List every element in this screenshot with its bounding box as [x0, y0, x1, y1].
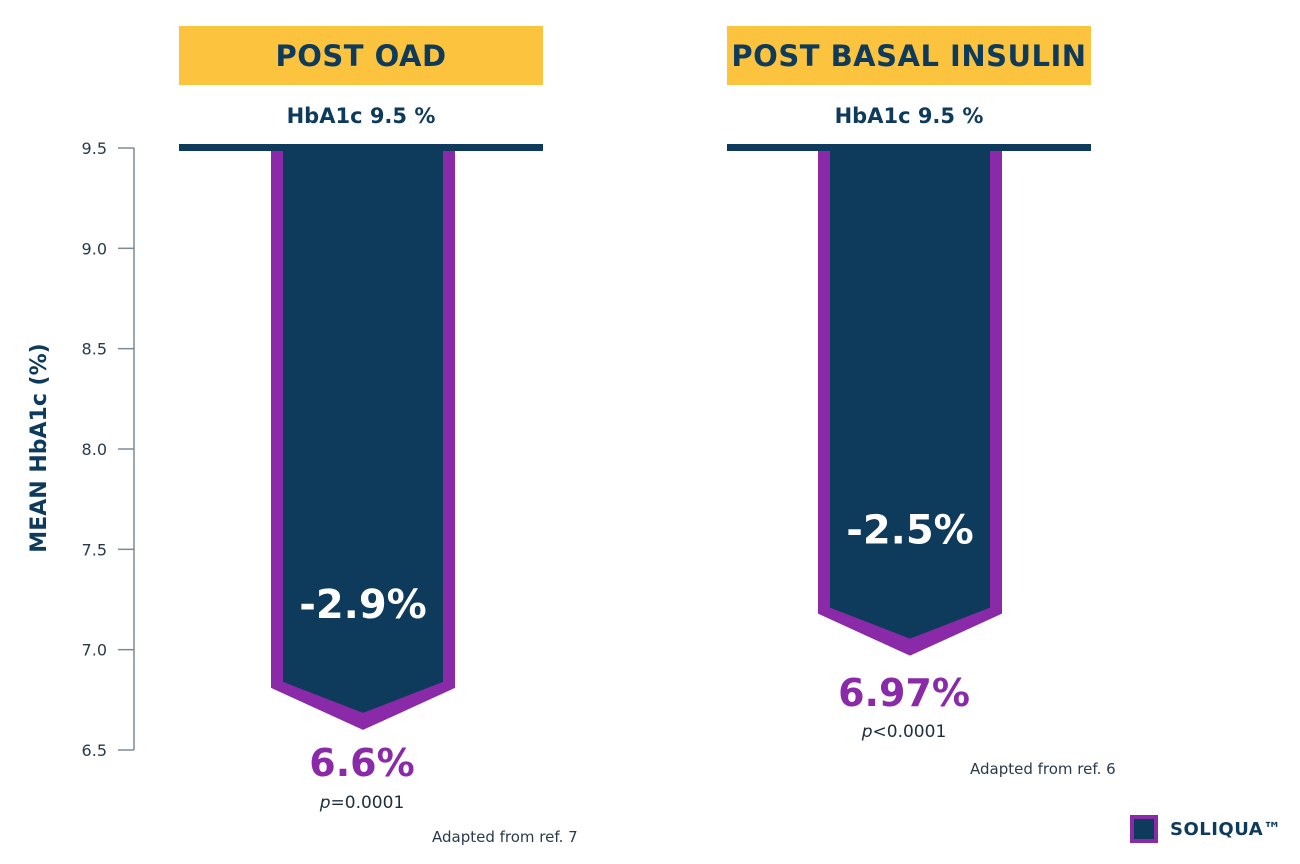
p-symbol: p [861, 722, 873, 742]
p-symbol: p [319, 793, 331, 813]
category-header-post-oad: POST OAD [179, 26, 543, 85]
y-tick-label: 7.5 [82, 540, 107, 559]
p-value-text: <0.0001 [872, 722, 947, 742]
change-label: -2.5% [846, 508, 974, 554]
baseline-line [179, 144, 543, 151]
baseline-line [727, 144, 1091, 151]
p-value-text: =0.0001 [330, 793, 405, 813]
baseline-label-post-basal-insulin: HbA1c 9.5 % [834, 104, 984, 128]
p-value-post-oad: p=0.0001 [262, 793, 462, 813]
y-axis-label: MEAN HbA1c (%) [27, 343, 52, 552]
category-header-post-basal-insulin: POST BASAL INSULIN [727, 26, 1091, 85]
y-tick-label: 8.0 [82, 440, 107, 459]
baseline-label-post-oad: HbA1c 9.5 % [286, 104, 436, 128]
end-value-post-basal-insulin: 6.97% [838, 671, 970, 715]
legend: SOLIQUA™ [1130, 815, 1282, 843]
change-label: -2.9% [299, 582, 427, 628]
source-note-post-basal-insulin: Adapted from ref. 6 [970, 760, 1116, 778]
end-value-post-oad: 6.6% [309, 741, 415, 785]
y-tick-label: 7.0 [82, 641, 107, 660]
y-tick-label: 9.5 [82, 139, 107, 158]
y-tick-label: 8.5 [82, 340, 107, 359]
legend-swatch [1130, 815, 1158, 843]
y-tick-label: 6.5 [82, 741, 107, 760]
y-tick-label: 9.0 [82, 239, 107, 258]
legend-label: SOLIQUA™ [1170, 818, 1282, 840]
bar-fill [830, 148, 990, 639]
source-note-post-oad: Adapted from ref. 7 [432, 828, 578, 846]
bar-fill [283, 148, 443, 713]
y-axis: 9.5 9.0 8.5 8.0 7.5 7.0 6.5 [82, 139, 135, 760]
bars: -2.9% -2.5% [179, 144, 1091, 730]
p-value-post-basal-insulin: p<0.0001 [804, 722, 1004, 742]
